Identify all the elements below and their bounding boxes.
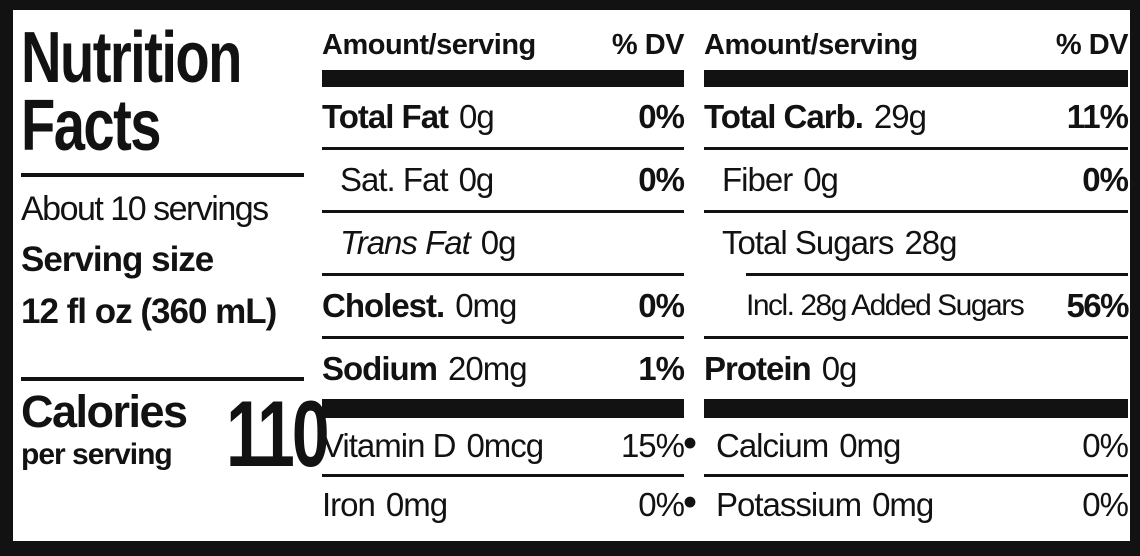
nutrient-name: Sodium xyxy=(322,350,438,387)
column1-header: Amount/serving % DV xyxy=(322,10,685,70)
nutrient-amount: 0mg xyxy=(385,486,448,523)
nutrient-dv: 0% xyxy=(1082,427,1129,464)
nutrient-name: Cholest. xyxy=(322,287,445,324)
nutrient-name: Incl. 28g Added Sugars xyxy=(746,289,1025,322)
nutrient-name: Total Carb. xyxy=(704,98,864,135)
serving-info-panel: Nutrition Facts About 10 servings Servin… xyxy=(13,10,329,541)
nutrient-amount: 29g xyxy=(873,98,927,135)
percent-dv-heading: % DV xyxy=(1055,29,1129,61)
row-divider-indented xyxy=(746,273,1128,276)
nutrient-dv: 0% xyxy=(638,287,685,324)
servings-per-container: About 10 servings xyxy=(21,189,269,228)
title-divider xyxy=(21,172,304,177)
row-total-carb: Total Carb. 29g 11% xyxy=(704,87,1129,147)
row-divider xyxy=(322,147,684,150)
panel-title-line1: Nutrition xyxy=(21,18,242,98)
nutrient-dv: 0% xyxy=(638,486,685,523)
row-total-sugars: Total Sugars 28g xyxy=(704,213,1128,273)
row-sat-fat: Sat. Fat 0g 0% xyxy=(322,150,685,210)
nutrient-amount: 20mg xyxy=(448,350,528,387)
row-total-fat: Total Fat 0g 0% xyxy=(322,87,685,147)
nutrient-name: Trans Fat xyxy=(340,224,471,261)
row-divider xyxy=(704,147,1128,150)
nutrient-column-1: Amount/serving % DV Total Fat 0g 0% Sat. … xyxy=(322,10,685,541)
nutrient-amount: 28g xyxy=(904,224,957,261)
nutrient-column-2: Amount/serving % DV Total Carb. 29g 11% F… xyxy=(683,10,1129,541)
bullet-separator: • xyxy=(683,480,697,525)
nutrient-dv: 0% xyxy=(1082,486,1129,523)
panel-title-line2: Facts xyxy=(21,86,161,167)
section-divider-bar xyxy=(704,399,1128,418)
nutrient-name: Sat. Fat xyxy=(340,161,449,198)
nutrient-dv: 0% xyxy=(1082,161,1129,198)
calories-value: 110 xyxy=(225,381,329,487)
nutrient-amount: 0g xyxy=(480,224,517,261)
row-protein: Protein 0g xyxy=(704,339,1128,399)
row-divider xyxy=(322,474,684,477)
serving-size-label: Serving size xyxy=(21,239,214,279)
nutrient-amount: 0mg xyxy=(839,427,901,464)
nutrient-name: Vitamin D xyxy=(322,427,456,464)
nutrient-name: Protein xyxy=(704,350,812,387)
section-divider-bar xyxy=(322,399,684,418)
amount-per-serving-heading: Amount/serving xyxy=(322,29,536,61)
nutrient-name: Total Sugars xyxy=(722,224,894,261)
nutrient-amount: 0g xyxy=(458,161,495,198)
header-bar xyxy=(704,70,1128,87)
column2-header: Amount/serving % DV xyxy=(704,10,1129,70)
nutrient-amount: 0g xyxy=(821,350,858,387)
header-bar xyxy=(322,70,684,87)
row-divider xyxy=(322,210,684,213)
serving-size-value: 12 fl oz (360 mL) xyxy=(21,291,277,331)
nutrient-dv: 56% xyxy=(1066,287,1129,324)
calories-block: Calories per serving 110 xyxy=(21,386,329,480)
bullet-separator: • xyxy=(683,421,697,466)
nutrient-amount: 0g xyxy=(459,98,495,135)
row-vitamin-d: Vitamin D 0mcg 15% xyxy=(322,418,685,474)
amount-per-serving-heading: Amount/serving xyxy=(704,29,918,61)
nutrient-dv: 0% xyxy=(638,98,685,135)
percent-dv-heading: % DV xyxy=(611,29,685,61)
row-sodium: Sodium 20mg 1% xyxy=(322,339,685,399)
nutrient-amount: 0mg xyxy=(872,486,934,523)
nutrient-name: Iron xyxy=(322,486,376,523)
nutrient-dv: 1% xyxy=(638,350,685,387)
nutrient-name: Fiber xyxy=(722,161,793,198)
nutrient-amount: 0mg xyxy=(455,287,517,324)
nutrient-name: Calcium xyxy=(716,427,829,464)
row-iron: Iron 0mg 0% xyxy=(322,477,685,533)
nutrient-amount: 0mcg xyxy=(466,427,544,464)
nutrient-dv: 11% xyxy=(1066,98,1129,135)
nutrient-name: Total Fat xyxy=(322,98,449,135)
panel-title: Nutrition Facts xyxy=(21,18,242,167)
row-added-sugars: Incl. 28g Added Sugars 56% xyxy=(704,276,1129,336)
row-cholesterol: Cholest. 0mg 0% xyxy=(322,276,685,336)
row-divider xyxy=(704,474,1128,477)
calories-divider xyxy=(21,377,304,382)
row-divider xyxy=(704,210,1128,213)
nutrient-amount: 0g xyxy=(803,161,839,198)
calories-sublabel: per serving xyxy=(21,438,173,472)
row-potassium: • Potassium 0mg 0% xyxy=(683,477,1129,533)
calories-labels: Calories per serving xyxy=(21,386,188,472)
row-divider xyxy=(322,336,684,339)
row-divider xyxy=(704,336,1128,339)
nutrient-dv: 0% xyxy=(638,161,685,198)
row-fiber: Fiber 0g 0% xyxy=(704,150,1129,210)
row-divider xyxy=(322,273,684,276)
nutrient-name: Potassium xyxy=(716,486,862,523)
nutrient-dv: 15% xyxy=(620,427,685,464)
row-trans-fat: Trans Fat 0g xyxy=(322,213,684,273)
calories-label: Calories xyxy=(21,386,188,438)
row-calcium: • Calcium 0mg 0% xyxy=(683,418,1129,474)
